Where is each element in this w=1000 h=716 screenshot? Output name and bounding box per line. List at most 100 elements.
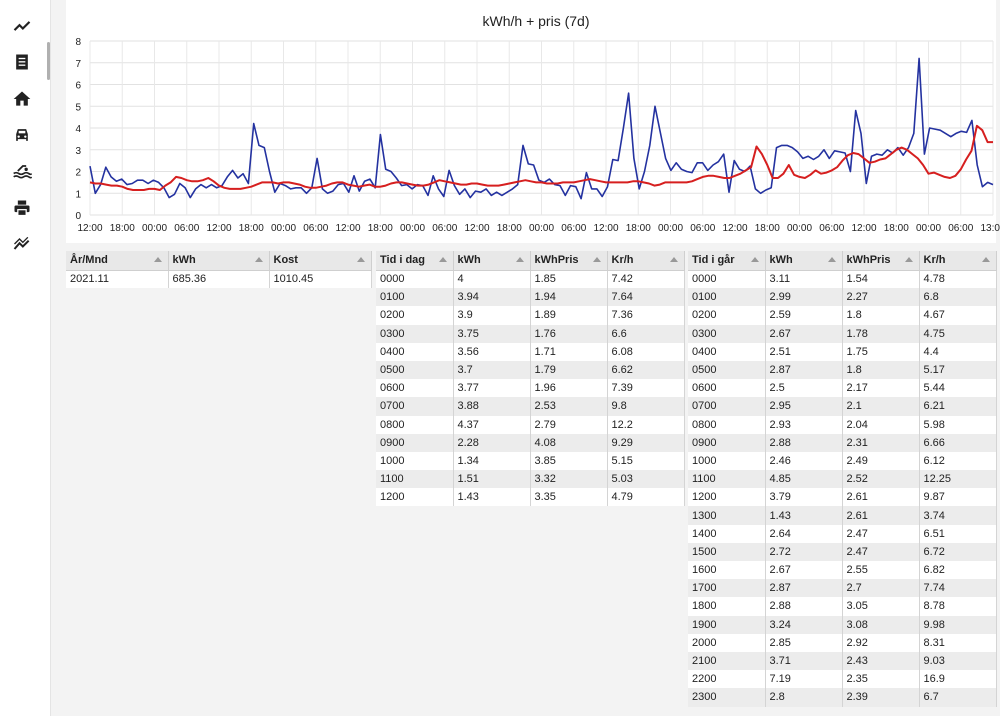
table-row: 1100 4.85 2.52 12.25 bbox=[688, 470, 997, 489]
x-tick-label: 18:00 bbox=[497, 223, 522, 234]
y-tick-label: 0 bbox=[75, 211, 81, 222]
home-icon bbox=[13, 91, 31, 106]
table-cell: 6.8 bbox=[919, 288, 997, 307]
table-cell: 1.43 bbox=[453, 488, 531, 507]
nav-car[interactable] bbox=[10, 123, 34, 147]
table-cell: 6.21 bbox=[919, 397, 997, 416]
column-header-label: Kost bbox=[273, 254, 298, 267]
nav-printer[interactable] bbox=[10, 196, 34, 220]
x-tick-label: 18:00 bbox=[110, 223, 135, 234]
sort-arrow-icon[interactable] bbox=[438, 257, 447, 262]
table-cell: 0500 bbox=[376, 360, 454, 380]
yesterday-header-2[interactable]: kWhPris bbox=[842, 251, 920, 271]
today-header-0[interactable]: Tid i dag bbox=[376, 251, 454, 271]
monthly-header-2[interactable]: Kost bbox=[269, 251, 372, 271]
column-header-label: År/Mnd bbox=[70, 254, 108, 267]
table-cell: 4.85 bbox=[765, 470, 843, 489]
sort-arrow-icon[interactable] bbox=[515, 257, 524, 262]
table-cell: 3.24 bbox=[765, 615, 843, 634]
table-cell: 7.42 bbox=[607, 270, 685, 289]
table-cell: 2.35 bbox=[842, 670, 920, 689]
table-cell: 2.88 bbox=[765, 433, 843, 452]
y-tick-label: 3 bbox=[75, 146, 81, 157]
x-tick-label: 12:00 bbox=[206, 223, 231, 234]
table-cell: 0600 bbox=[688, 379, 766, 398]
table-cell: 1.8 bbox=[842, 306, 920, 325]
table-row: 0200 2.59 1.8 4.67 bbox=[688, 306, 997, 325]
table-cell: 2.93 bbox=[765, 415, 843, 434]
nav-pool[interactable] bbox=[10, 159, 34, 183]
yesterday-header-0[interactable]: Tid i går bbox=[688, 251, 766, 271]
sort-arrow-icon[interactable] bbox=[750, 257, 759, 262]
table-cell: 5.17 bbox=[919, 360, 997, 380]
table-cell: 1.94 bbox=[530, 288, 608, 307]
table-row: 1400 2.64 2.47 6.51 bbox=[688, 524, 997, 543]
sort-arrow-icon[interactable] bbox=[904, 257, 913, 262]
nav-home[interactable] bbox=[10, 87, 34, 111]
sort-arrow-icon[interactable] bbox=[981, 257, 990, 262]
table-cell: 2.85 bbox=[765, 633, 843, 652]
table-cell: 6.08 bbox=[607, 342, 685, 361]
table-row: 1200 1.43 3.35 4.79 bbox=[376, 488, 685, 507]
sort-arrow-icon[interactable] bbox=[356, 257, 365, 262]
table-cell: 4.37 bbox=[453, 415, 531, 434]
monthly-header-1[interactable]: kWh bbox=[168, 251, 270, 271]
table-cell: 5.98 bbox=[919, 415, 997, 434]
table-cell: 1000 bbox=[376, 451, 454, 471]
today-header-1[interactable]: kWh bbox=[453, 251, 531, 271]
table-cell: 1800 bbox=[688, 597, 766, 616]
sort-arrow-icon[interactable] bbox=[254, 257, 263, 262]
sort-arrow-icon[interactable] bbox=[592, 257, 601, 262]
table-cell: 0100 bbox=[376, 288, 454, 307]
column-header-label: kWhPris bbox=[846, 254, 891, 267]
sort-arrow-icon[interactable] bbox=[827, 257, 836, 262]
table-row: 0400 3.56 1.71 6.08 bbox=[376, 342, 685, 361]
table-row: 0700 2.95 2.1 6.21 bbox=[688, 397, 997, 416]
y-tick-label: 6 bbox=[75, 81, 81, 92]
table-row: 0400 2.51 1.75 4.4 bbox=[688, 342, 997, 361]
table-row: 0100 3.94 1.94 7.64 bbox=[376, 288, 685, 307]
table-cell: 0100 bbox=[688, 288, 766, 307]
table-cell: 2.47 bbox=[842, 542, 920, 561]
x-tick-label: 12:00 bbox=[722, 223, 747, 234]
table-cell: 0700 bbox=[376, 397, 454, 416]
table-cell: 0000 bbox=[376, 270, 454, 289]
today-header-3[interactable]: Kr/h bbox=[607, 251, 685, 271]
nav-chart-line[interactable] bbox=[10, 14, 34, 38]
table-cell: 1.8 bbox=[842, 360, 920, 380]
table-cell: 5.15 bbox=[607, 451, 685, 471]
table-row: 1300 1.43 2.61 3.74 bbox=[688, 506, 997, 525]
table-cell: 6.72 bbox=[919, 542, 997, 561]
x-tick-label: 18:00 bbox=[884, 223, 909, 234]
table-cell: 2.5 bbox=[765, 379, 843, 398]
table-cell: 1.51 bbox=[453, 470, 531, 489]
today-table: Tid i dag kWh kWhPris Kr/h 0000 4 1.85 7.42 010… bbox=[376, 251, 685, 507]
today-header-2[interactable]: kWhPris bbox=[530, 251, 608, 271]
table-row: 1600 2.67 2.55 6.82 bbox=[688, 561, 997, 580]
car-icon bbox=[16, 129, 28, 141]
table-row: 1000 2.46 2.49 6.12 bbox=[688, 451, 997, 471]
table-cell: 2.79 bbox=[530, 415, 608, 434]
monthly-header-0[interactable]: År/Mnd bbox=[66, 251, 169, 271]
table-cell: 1.75 bbox=[842, 342, 920, 361]
table-cell: 5.03 bbox=[607, 470, 685, 489]
table-row: 2021.11 685.36 1010.45 bbox=[66, 270, 372, 289]
table-cell: 2.39 bbox=[842, 688, 920, 707]
table-row: 1700 2.87 2.7 7.74 bbox=[688, 579, 997, 598]
table-cell: 1500 bbox=[688, 542, 766, 561]
sidebar-scrollbar[interactable] bbox=[47, 42, 50, 80]
yesterday-header-1[interactable]: kWh bbox=[765, 251, 843, 271]
table-cell: 0200 bbox=[688, 306, 766, 325]
yesterday-header-3[interactable]: Kr/h bbox=[919, 251, 997, 271]
table-cell: 2.64 bbox=[765, 524, 843, 543]
table-cell: 0800 bbox=[688, 415, 766, 434]
table-row: 0800 4.37 2.79 12.2 bbox=[376, 415, 685, 434]
sort-arrow-icon[interactable] bbox=[669, 257, 678, 262]
nav-receipt[interactable] bbox=[10, 50, 34, 74]
sort-arrow-icon[interactable] bbox=[153, 257, 162, 262]
x-tick-label: 18:00 bbox=[626, 223, 651, 234]
table-cell: 2.46 bbox=[765, 451, 843, 471]
nav-trend[interactable] bbox=[10, 232, 34, 256]
table-cell: 0000 bbox=[688, 270, 766, 289]
table-cell: 1.89 bbox=[530, 306, 608, 325]
